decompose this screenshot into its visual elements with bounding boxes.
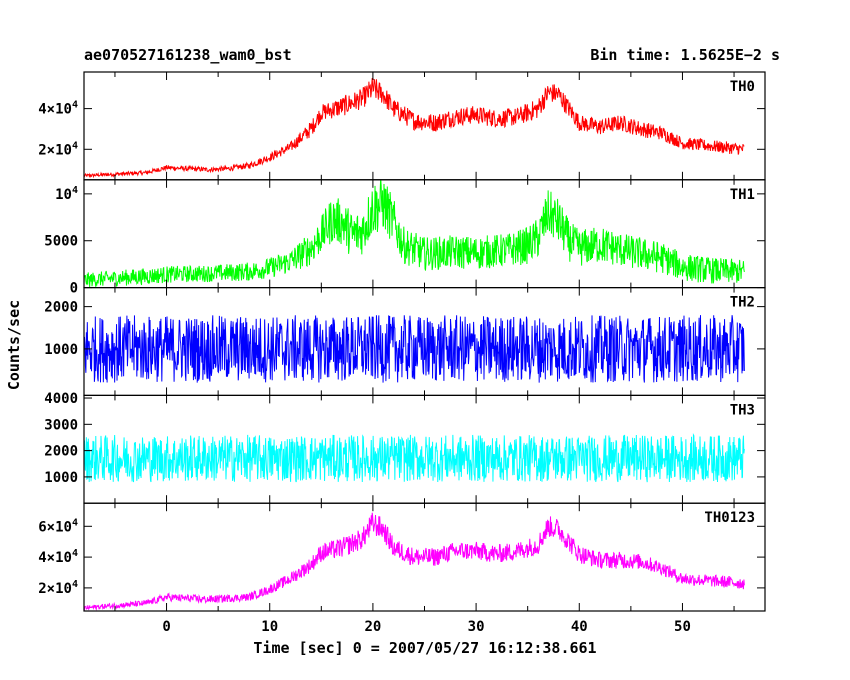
panel-th2: 1000 2000 TH2: [44, 287, 766, 397]
y-tick-label: 104: [55, 185, 78, 203]
y-tick-label: 4×104: [38, 548, 78, 566]
series-th2-line: [84, 315, 745, 383]
x-tick-label: 40: [571, 619, 588, 635]
y-tick-label: 1000: [44, 470, 78, 486]
x-tick-label: 30: [468, 619, 485, 635]
y-axis-label: Counts/sec: [5, 300, 23, 390]
channel-label-th1: TH1: [730, 187, 755, 203]
channel-label-th2: TH2: [730, 295, 755, 311]
x-axis-label: Time [sec] 0 = 2007/05/27 16:12:38.661: [253, 639, 596, 657]
y-tick-label: 5000: [44, 234, 78, 250]
series-th0-line: [84, 77, 745, 179]
y-tick-label: 0: [70, 281, 78, 297]
y-tick-label: 2000: [44, 444, 78, 460]
y-tick-label: 2000: [44, 300, 78, 316]
series-th1-line: [84, 179, 745, 288]
y-tick-label: 1000: [44, 342, 78, 358]
series-th3-line: [84, 433, 745, 483]
y-tick-label: 2×104: [38, 579, 78, 597]
x-tick-label: 50: [674, 619, 691, 635]
chart-title-left: ae070527161238_wam0_bst: [84, 46, 292, 64]
channel-label-th3: TH3: [730, 402, 755, 418]
y-tick-label: 2×104: [38, 140, 78, 158]
channel-label-th0: TH0: [730, 79, 755, 95]
chart-title-right: Bin time: 1.5625E−2 s: [590, 46, 780, 64]
x-tick-label: 10: [261, 619, 278, 635]
y-tick-label: 3000: [44, 417, 78, 433]
y-tick-label: 4000: [44, 391, 78, 407]
x-tick-label: 20: [364, 619, 381, 635]
series-th0123-line: [84, 512, 745, 612]
panel-th3: 1000 2000 3000 4000 TH3: [44, 391, 766, 504]
panel-stack: 2×104 4×104 TH0 0 5000 104 TH1 1000 2000 TH2 1000 2…: [38, 71, 766, 635]
y-tick-label: 4×104: [38, 100, 78, 118]
channel-label-th0123: TH0123: [704, 510, 755, 526]
x-tick-label: 0: [162, 619, 170, 635]
panel-th0: 2×104 4×104 TH0: [38, 71, 766, 181]
panel-th1: 0 5000 104 TH1: [44, 179, 766, 297]
panel-th0123: 2×104 4×104 6×104 TH0123: [38, 502, 766, 612]
y-tick-label: 6×104: [38, 517, 78, 535]
